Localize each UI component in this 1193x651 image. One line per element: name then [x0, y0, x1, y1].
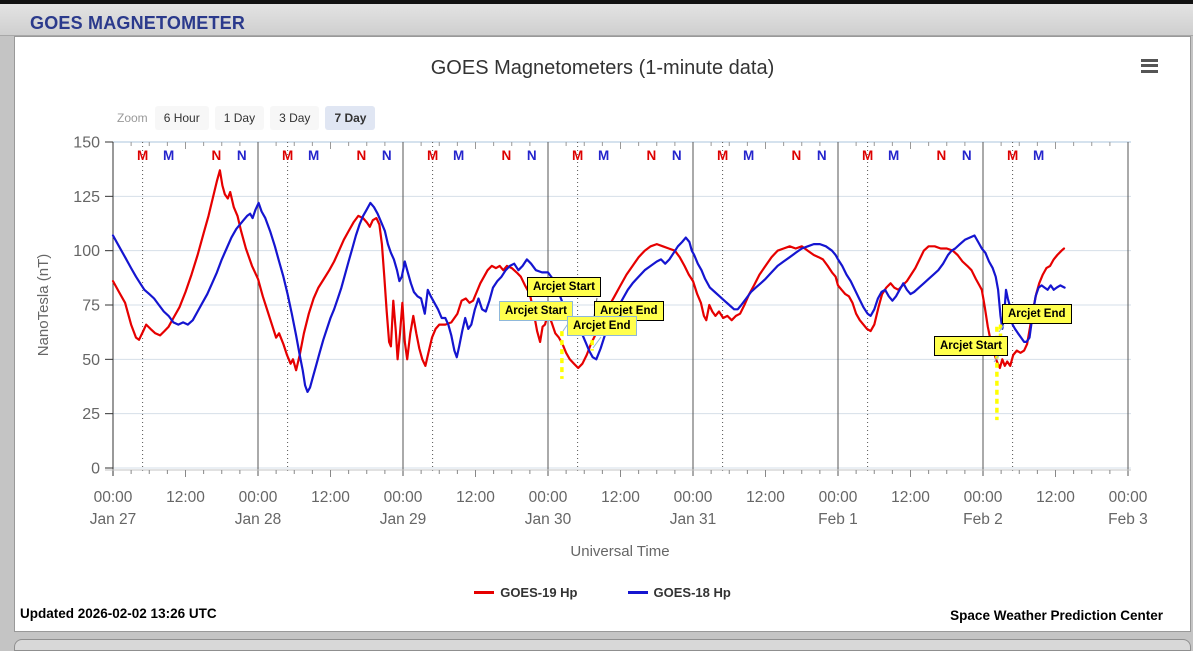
zoom-toolbar: Zoom 6 Hour 1 Day 3 Day 7 Day	[117, 106, 381, 130]
hamburger-bar	[1141, 64, 1158, 67]
arcjet-annotation-label: Arcjet End	[1002, 304, 1072, 324]
arcjet-annotation-label: Arcjet Start	[527, 277, 601, 297]
arcjet-annotation-label: Arcjet End	[567, 316, 637, 336]
arcjet-annotation-label: Arcjet Start	[499, 301, 573, 321]
legend-label-goes19: GOES-19 Hp	[500, 585, 578, 600]
zoom-label: Zoom	[117, 111, 148, 125]
chart-legend: GOES-19 Hp GOES-18 Hp	[15, 585, 1190, 600]
zoom-button-1day[interactable]: 1 Day	[214, 106, 265, 130]
legend-item-goes19[interactable]: GOES-19 Hp	[474, 585, 578, 600]
zoom-button-6hour[interactable]: 6 Hour	[154, 106, 209, 130]
page-title: GOES MAGNETOMETER	[30, 13, 246, 33]
window-top-strip	[0, 0, 1193, 4]
page-header: GOES MAGNETOMETER	[0, 4, 1193, 36]
chart-title: GOES Magnetometers (1-minute data)	[430, 57, 775, 79]
chart-context-menu-icon[interactable]	[1141, 56, 1163, 76]
hamburger-bar	[1141, 58, 1158, 62]
next-section-bar	[14, 639, 1191, 651]
hamburger-bar	[1141, 69, 1158, 73]
legend-swatch-goes18	[627, 591, 648, 594]
arcjet-annotation-label: Arcjet Start	[934, 336, 1008, 356]
source-attribution: Space Weather Prediction Center	[950, 608, 1163, 623]
updated-timestamp: Updated 2026-02-02 13:26 UTC	[20, 606, 217, 621]
zoom-button-3day[interactable]: 3 Day	[270, 106, 320, 130]
legend-item-goes18[interactable]: GOES-18 Hp	[627, 585, 731, 600]
legend-label-goes18: GOES-18 Hp	[653, 585, 731, 600]
zoom-button-7day[interactable]: 7 Day	[325, 106, 376, 130]
legend-swatch-goes19	[474, 591, 495, 594]
